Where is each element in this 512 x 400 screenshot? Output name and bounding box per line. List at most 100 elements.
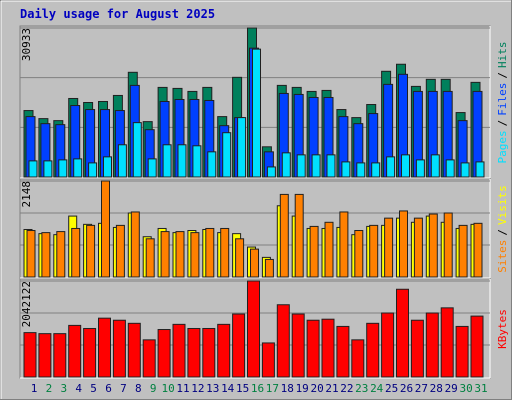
bar (371, 162, 381, 178)
bar (401, 154, 410, 178)
bar (160, 231, 170, 278)
x-tick-label: 31 (474, 382, 487, 395)
bar (43, 160, 53, 178)
bar (475, 161, 485, 178)
y-tick-label: 2042122 (20, 281, 33, 327)
x-tick-label: 11 (176, 382, 189, 395)
bar (172, 323, 186, 378)
x-tick-label: 18 (281, 382, 294, 395)
bar (115, 224, 125, 278)
bar (187, 327, 201, 378)
bar (130, 211, 140, 278)
bar (460, 162, 470, 178)
x-tick-label: 23 (355, 382, 368, 395)
x-tick-label: 30 (459, 382, 472, 395)
x-tick-label: 17 (266, 382, 279, 395)
x-tick-label: 7 (120, 382, 127, 395)
bar (276, 304, 290, 378)
x-tick-label: 21 (325, 382, 338, 395)
x-tick-label: 26 (400, 382, 413, 395)
x-tick-label: 27 (415, 382, 428, 395)
bar (41, 232, 51, 278)
legend-entry: Files (496, 83, 509, 116)
bar (443, 212, 453, 278)
bar (261, 342, 275, 378)
bar (127, 322, 141, 378)
bar (279, 193, 289, 278)
bar (222, 132, 232, 178)
bar (177, 144, 187, 178)
bar (428, 213, 438, 278)
x-tick-label: 13 (206, 382, 219, 395)
bar (440, 307, 454, 378)
bar (147, 158, 157, 178)
bar (86, 224, 96, 278)
x-tick-label: 20 (310, 382, 323, 395)
x-tick-label: 29 (445, 382, 458, 395)
bar (458, 224, 468, 278)
bar (252, 48, 261, 178)
bar (369, 224, 379, 278)
bar (455, 325, 469, 378)
x-tick-label: 2 (46, 382, 53, 395)
bar (321, 318, 335, 378)
x-tick-label: 3 (60, 382, 67, 395)
bar (237, 117, 247, 178)
bar (399, 210, 408, 278)
legend-entry: Visits (496, 185, 509, 225)
y-tick-label: 2148 (20, 181, 33, 208)
bar (71, 227, 81, 278)
bar (58, 159, 68, 178)
x-tick-label: 6 (105, 382, 112, 395)
bar (56, 231, 66, 278)
bar (232, 313, 246, 378)
legend-entry: Sites (496, 240, 509, 273)
bar (473, 222, 483, 278)
legend-entry: Hits (496, 42, 509, 69)
bar (220, 227, 230, 278)
bar (112, 319, 126, 378)
bar (384, 217, 394, 278)
legend: KBytes (496, 309, 509, 349)
bar (266, 166, 276, 178)
bar (157, 329, 171, 378)
bar (83, 327, 97, 378)
bar (117, 144, 127, 178)
bar (162, 144, 172, 178)
chart-title: Daily usage for August 2025 (20, 7, 215, 21)
bar (430, 154, 440, 178)
bar (341, 161, 351, 178)
bar (326, 154, 336, 178)
bar (354, 230, 364, 278)
bar (339, 211, 349, 278)
bar (101, 180, 110, 278)
bar (175, 231, 185, 278)
bar (190, 232, 200, 278)
x-tick-label: 14 (221, 382, 235, 395)
bar (264, 258, 274, 278)
legend: Sites / Visits (496, 185, 509, 273)
bar (415, 159, 425, 178)
bar (410, 319, 424, 378)
legend-entry: Pages (496, 130, 509, 163)
bar (381, 312, 395, 378)
legend-separator: / (496, 120, 509, 127)
bar (192, 145, 202, 178)
bar (88, 162, 98, 178)
bar (202, 327, 216, 378)
x-tick-label: 16 (251, 382, 264, 395)
bar (306, 319, 320, 378)
bar (132, 122, 142, 178)
bar (351, 339, 365, 378)
bar (324, 221, 334, 278)
bar (38, 333, 52, 378)
bar (26, 230, 36, 278)
x-tick-label: 24 (370, 382, 384, 395)
bar (205, 227, 215, 278)
bar (68, 324, 82, 378)
bar (247, 280, 260, 378)
bar (311, 154, 321, 178)
bar (217, 323, 231, 378)
bar (142, 339, 156, 378)
legend-separator: / (496, 72, 509, 79)
